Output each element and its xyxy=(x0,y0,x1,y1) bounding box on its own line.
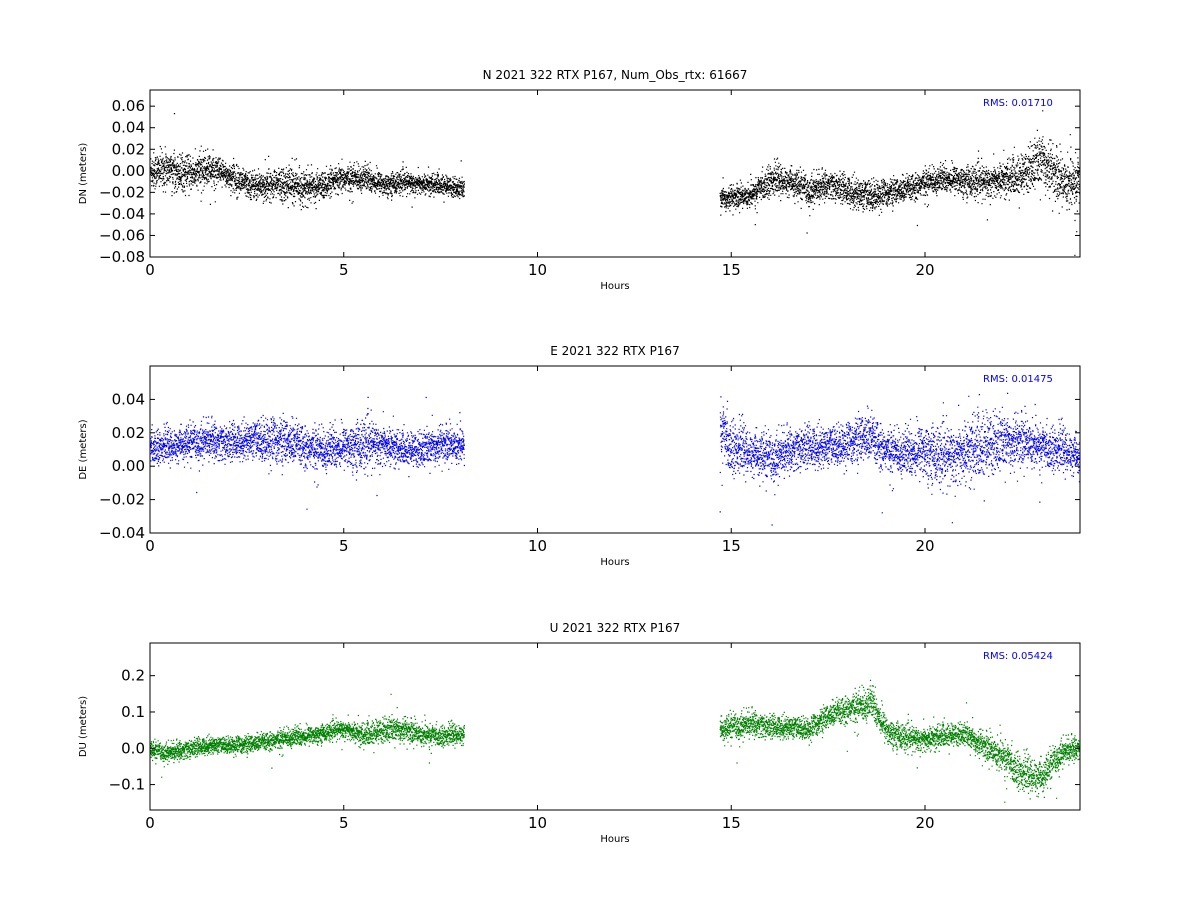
panel-3: 0 5 10 15 20 −0.1 0.0 0.1 0.2 U 2021 322 RTX P167… xyxy=(78,621,1081,845)
x-axis-label: Hours xyxy=(600,557,629,568)
y-tick-label: 0.04 xyxy=(112,119,145,137)
y-tick-label: 0.00 xyxy=(112,457,145,475)
y-tick-label: 0.2 xyxy=(121,667,145,685)
x-tick-label: 15 xyxy=(722,261,741,279)
x-tick-label: 20 xyxy=(915,537,934,555)
data-markers xyxy=(150,392,1080,526)
y-axis-label: DU (meters) xyxy=(78,696,89,757)
x-tick-label: 10 xyxy=(528,814,547,832)
y-tick-label: 0.04 xyxy=(112,390,145,408)
chart-title: U 2021 322 RTX P167 xyxy=(550,621,681,635)
y-tick-label: −0.02 xyxy=(99,491,145,509)
panel-1: 0 5 10 15 20 −0.08 −0.06 −0.04 −0.02 0.00 0.02 0.04… xyxy=(78,68,1081,292)
y-tick-label: −0.04 xyxy=(99,524,145,542)
axes-frame xyxy=(149,365,1081,534)
y-axis-label: DE (meters) xyxy=(78,419,89,479)
y-tick-label: 0.00 xyxy=(112,162,145,180)
data-markers xyxy=(150,90,1080,256)
x-tick-label: 10 xyxy=(528,261,547,279)
chart-title: E 2021 322 RTX P167 xyxy=(550,344,679,358)
axes-frame xyxy=(149,642,1081,811)
x-tick-label: 5 xyxy=(339,537,349,555)
y-tick-label: −0.1 xyxy=(109,776,145,794)
x-tick-label: 15 xyxy=(722,537,741,555)
y-tick-label: −0.04 xyxy=(99,205,145,223)
x-tick-label: 15 xyxy=(722,814,741,832)
rms-annotation: RMS: 0.01475 xyxy=(983,374,1053,385)
y-tick-label: 0.06 xyxy=(112,97,145,115)
x-tick-label: 0 xyxy=(145,814,155,832)
x-axis-label: Hours xyxy=(600,834,629,845)
y-axis-label: DN (meters) xyxy=(78,143,89,205)
x-tick-label: 0 xyxy=(145,261,155,279)
axes-frame xyxy=(149,89,1081,258)
x-tick-label: 0 xyxy=(145,537,155,555)
y-tick-label: −0.02 xyxy=(99,183,145,201)
data-points-2 xyxy=(150,392,1080,526)
x-tick-label: 20 xyxy=(915,261,934,279)
x-tick-label: 20 xyxy=(915,814,934,832)
panel-2: 0 5 10 15 20 −0.04 −0.02 0.00 0.02 0.04 E 2021 322… xyxy=(78,344,1081,568)
chart-title: N 2021 322 RTX P167, Num_Obs_rtx: 61667 xyxy=(483,68,748,82)
data-points-3 xyxy=(150,679,1080,803)
x-tick-label: 10 xyxy=(528,537,547,555)
x-tick-label: 5 xyxy=(339,261,349,279)
rms-annotation: RMS: 0.05424 xyxy=(983,651,1053,662)
data-points-1 xyxy=(150,90,1080,256)
x-axis-label: Hours xyxy=(600,281,629,292)
x-tick-label: 5 xyxy=(339,814,349,832)
y-tick-label: 0.02 xyxy=(112,140,145,158)
rms-annotation: RMS: 0.01710 xyxy=(983,98,1053,109)
data-markers xyxy=(150,679,1080,803)
y-tick-label: 0.02 xyxy=(112,424,145,442)
y-tick-label: 0.0 xyxy=(121,739,145,757)
y-tick-label: −0.06 xyxy=(99,226,145,244)
y-tick-label: 0.1 xyxy=(121,703,145,721)
y-tick-label: −0.08 xyxy=(99,248,145,266)
